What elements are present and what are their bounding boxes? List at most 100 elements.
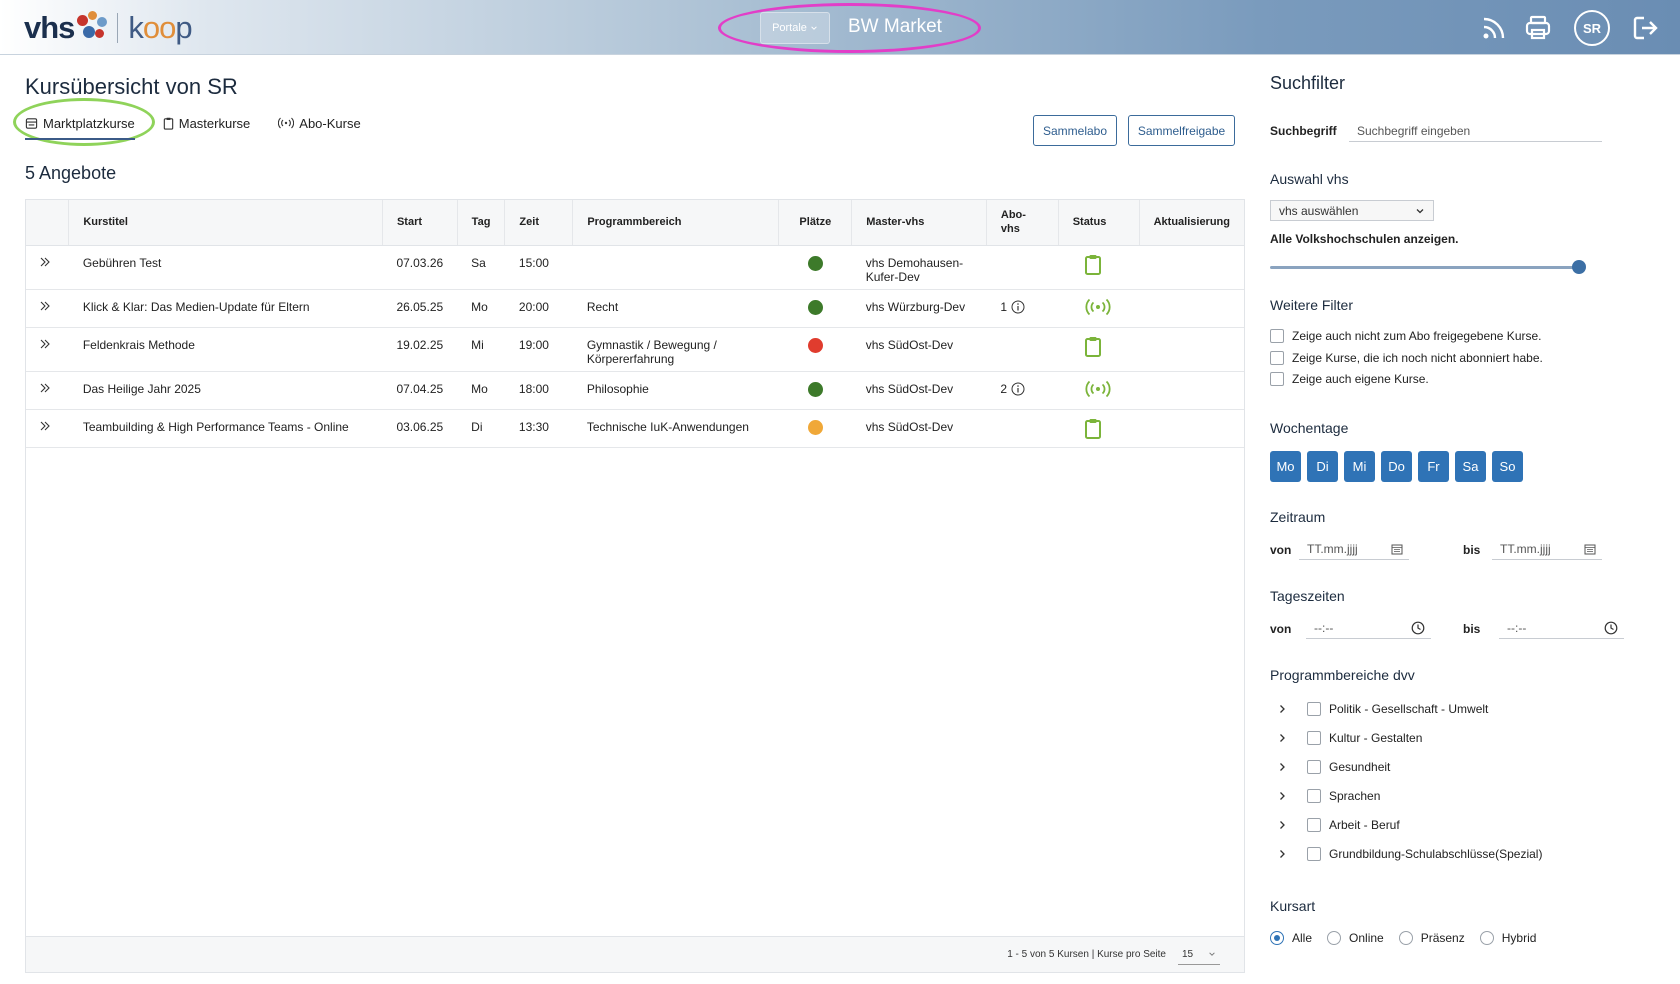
rss-icon[interactable] [1478, 12, 1510, 44]
clipboard-icon[interactable] [1084, 418, 1102, 440]
chevron-right-icon[interactable] [1277, 820, 1293, 830]
programm-tree-item[interactable]: Politik - Gesellschaft - Umwelt [1277, 702, 1488, 716]
col-abo-vhs[interactable]: Abo-vhs [986, 200, 1059, 246]
radio-button[interactable] [1398, 931, 1413, 945]
checkbox[interactable] [1307, 847, 1321, 861]
chevron-right-icon[interactable] [1277, 762, 1293, 772]
tab-marktplatzkurse[interactable]: Marktplatzkurse [25, 112, 135, 140]
tab-abo-kurse[interactable]: Abo-Kurse [278, 112, 361, 134]
tab-masterkurse[interactable]: Masterkurse [163, 112, 250, 134]
vhs-koop-logo[interactable]: vhs koop [24, 8, 193, 48]
checkbox[interactable] [1270, 351, 1284, 365]
course-title[interactable]: Feldenkrais Methode [68, 327, 383, 372]
info-icon[interactable] [1011, 300, 1025, 314]
user-avatar[interactable]: SR [1574, 10, 1610, 46]
course-title[interactable]: Klick & Klar: Das Medien-Update für Elte… [68, 289, 383, 328]
table-row[interactable]: Klick & Klar: Das Medien-Update für Elte… [26, 289, 1244, 328]
course-title[interactable]: Das Heilige Jahr 2025 [68, 371, 383, 410]
chevron-right-icon[interactable] [1277, 849, 1293, 859]
radio-button[interactable] [1270, 931, 1284, 945]
chevron-right-icon[interactable] [1277, 704, 1293, 714]
vhs-range-track[interactable] [1270, 266, 1580, 269]
col-plaetze[interactable]: Plätze [778, 200, 853, 246]
double-chevron-right-icon[interactable] [39, 382, 51, 394]
checkbox[interactable] [1270, 329, 1284, 343]
date-to-input[interactable]: TT.mm.jjjj [1492, 538, 1602, 560]
radio-button[interactable] [1479, 931, 1494, 945]
programm-tree-item[interactable]: Gesundheit [1277, 760, 1390, 774]
search-input[interactable]: Suchbegriff eingeben [1349, 120, 1602, 142]
calendar-icon[interactable] [1584, 543, 1596, 555]
clipboard-icon[interactable] [1084, 336, 1102, 358]
table-row[interactable]: Gebühren Test 07.03.26 Sa 15:00 vhs Demohaus… [26, 245, 1244, 290]
checkbox[interactable] [1307, 789, 1321, 803]
sammelfreigabe-button[interactable]: Sammelfreigabe [1128, 115, 1235, 146]
col-tag[interactable]: Tag [457, 200, 506, 246]
programm-tree-item[interactable]: Sprachen [1277, 789, 1380, 803]
chevron-right-icon[interactable] [1277, 791, 1293, 801]
sammelabo-button[interactable]: Sammelabo [1033, 115, 1117, 146]
time-to-input[interactable]: --:-- [1499, 617, 1624, 639]
radio-button[interactable] [1327, 931, 1342, 945]
double-chevron-right-icon[interactable] [39, 338, 51, 350]
logout-icon[interactable] [1630, 12, 1662, 44]
programm-tree-item[interactable]: Kultur - Gestalten [1277, 731, 1422, 745]
broadcast-icon[interactable] [1084, 298, 1112, 316]
vhs-range-handle[interactable] [1572, 260, 1586, 274]
programm-tree-item[interactable]: Arbeit - Beruf [1277, 818, 1400, 832]
info-icon[interactable] [1011, 382, 1025, 396]
date-from-input[interactable]: TT.mm.jjjj [1299, 538, 1409, 560]
vhs-select[interactable]: vhs auswählen [1270, 200, 1434, 221]
programm-tree-item[interactable]: Grundbildung-Schulabschlüsse(Spezial) [1277, 847, 1542, 861]
day-di-button[interactable]: Di [1307, 451, 1338, 482]
day-mi-button[interactable]: Mi [1344, 451, 1375, 482]
kursart-alle[interactable]: Alle [1270, 931, 1312, 945]
print-icon[interactable] [1522, 12, 1554, 44]
expand-cell[interactable] [26, 245, 69, 290]
col-kurstitel[interactable]: Kurstitel [68, 200, 383, 246]
col-programmbereich[interactable]: Programmbereich [572, 200, 780, 246]
double-chevron-right-icon[interactable] [39, 300, 51, 312]
col-zeit[interactable]: Zeit [504, 200, 574, 246]
expand-cell[interactable] [26, 289, 69, 328]
double-chevron-right-icon[interactable] [39, 256, 51, 268]
per-page-select[interactable]: 15 [1178, 945, 1220, 965]
day-sa-button[interactable]: Sa [1455, 451, 1486, 482]
checkbox[interactable] [1307, 818, 1321, 832]
course-title[interactable]: Teambuilding & High Performance Teams - … [68, 409, 383, 448]
clock-icon[interactable] [1604, 621, 1618, 635]
filter-option-own-courses[interactable]: Zeige auch eigene Kurse. [1270, 372, 1429, 386]
expand-cell[interactable] [26, 409, 69, 448]
day-fr-button[interactable]: Fr [1418, 451, 1449, 482]
day-so-button[interactable]: So [1492, 451, 1523, 482]
broadcast-icon[interactable] [1084, 380, 1112, 398]
checkbox[interactable] [1307, 760, 1321, 774]
day-mo-button[interactable]: Mo [1270, 451, 1301, 482]
col-status[interactable]: Status [1058, 200, 1140, 246]
col-aktualisierung[interactable]: Aktualisierung [1139, 200, 1244, 246]
filter-option-not-subscribed[interactable]: Zeige Kurse, die ich noch nicht abonnier… [1270, 351, 1543, 365]
chevron-right-icon[interactable] [1277, 733, 1293, 743]
checkbox[interactable] [1307, 702, 1321, 716]
double-chevron-right-icon[interactable] [39, 420, 51, 432]
table-row[interactable]: Das Heilige Jahr 2025 07.04.25 Mo 18:00 Phil… [26, 371, 1244, 410]
expand-cell[interactable] [26, 327, 69, 372]
table-row[interactable]: Teambuilding & High Performance Teams - … [26, 409, 1244, 448]
clock-icon[interactable] [1411, 621, 1425, 635]
col-start[interactable]: Start [382, 200, 458, 246]
kursart-online[interactable]: Online [1327, 931, 1384, 945]
portale-dropdown-button[interactable]: Portale [760, 12, 830, 44]
clipboard-icon[interactable] [1084, 254, 1102, 276]
course-title[interactable]: Gebühren Test [68, 245, 383, 290]
col-master-vhs[interactable]: Master-vhs [851, 200, 987, 246]
day-do-button[interactable]: Do [1381, 451, 1412, 482]
calendar-icon[interactable] [1391, 543, 1403, 555]
table-row[interactable]: Feldenkrais Methode 19.02.25 Mi 19:00 Gymnas… [26, 327, 1244, 372]
checkbox[interactable] [1307, 731, 1321, 745]
filter-option-not-released[interactable]: Zeige auch nicht zum Abo freigegebene Ku… [1270, 329, 1542, 343]
checkbox[interactable] [1270, 372, 1284, 386]
kursart-hybrid[interactable]: Hybrid [1479, 931, 1536, 945]
kursart-praesenz[interactable]: Präsenz [1398, 931, 1465, 945]
expand-cell[interactable] [26, 371, 69, 410]
time-from-input[interactable]: --:-- [1306, 617, 1431, 639]
